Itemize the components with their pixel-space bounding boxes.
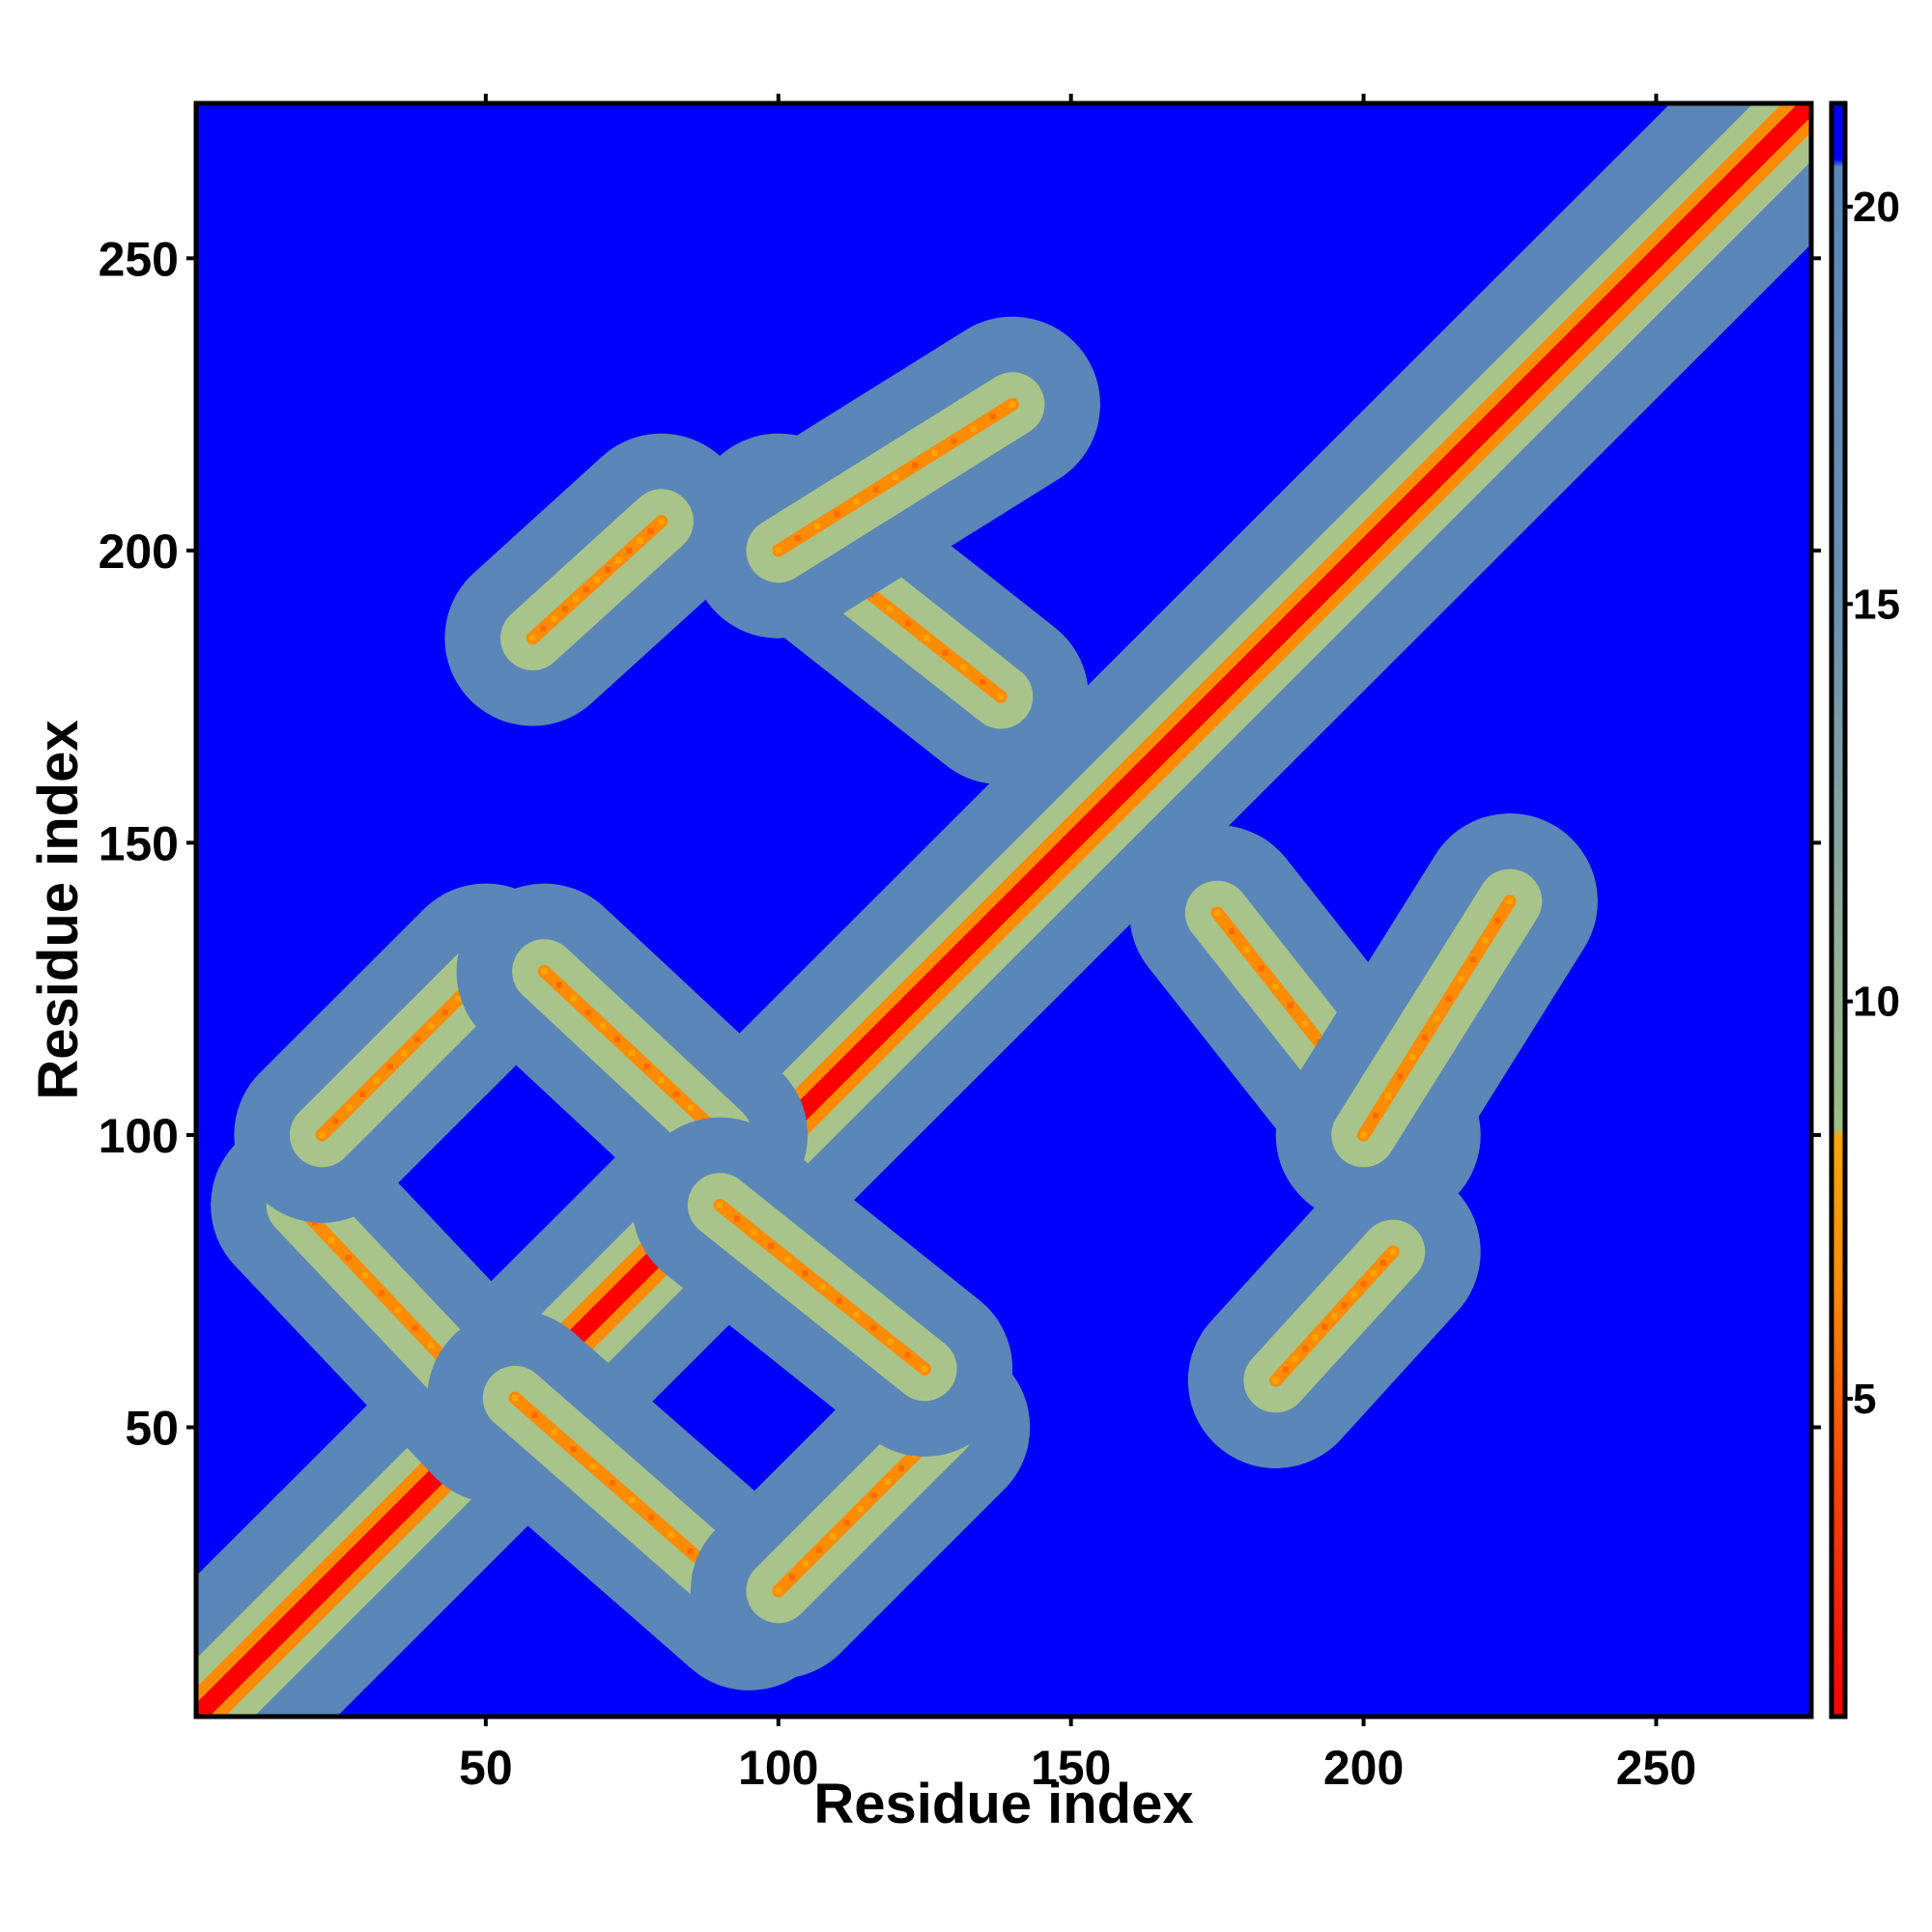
y-tick-label-3: 200	[99, 525, 179, 579]
contact-feature-6	[632, 1117, 1013, 1457]
x-tick-label-3: 200	[1323, 1741, 1404, 1795]
contact-feature-10	[1187, 1164, 1481, 1468]
colorbar-tick-label-0: 5	[1853, 1376, 1876, 1423]
colorbar-axis: 5 10 15 20	[1845, 184, 1900, 1423]
x-tick-label-4: 250	[1616, 1741, 1696, 1795]
contact-feature-9	[444, 433, 750, 726]
y-axis: 50 100 150 200 250	[99, 232, 1821, 1455]
colorbar-tick-label-3: 20	[1853, 184, 1900, 231]
x-tick-label-0: 50	[459, 1741, 513, 1795]
colorbar-tick-label-2: 15	[1853, 581, 1900, 628]
x-axis: 50 100 150 200 250	[459, 94, 1696, 1795]
heatmap-area	[196, 103, 1811, 1717]
y-tick-label-2: 150	[99, 816, 179, 870]
contact-feature-11	[690, 316, 1100, 639]
x-axis-label: Residue index	[813, 1773, 1193, 1835]
x-tick-label-2: 150	[1031, 1741, 1111, 1795]
y-tick-label-1: 100	[99, 1109, 179, 1163]
contact-feature-5	[456, 883, 809, 1223]
y-axis-label: Residue index	[27, 720, 90, 1099]
colorbar-tick-label-1: 10	[1853, 979, 1900, 1026]
plot-frame	[193, 100, 1814, 1719]
y-tick-label-4: 250	[99, 232, 179, 286]
contact-feature-3	[234, 883, 574, 1223]
y-tick-label-0: 50	[125, 1401, 179, 1455]
colorbar	[1829, 100, 1848, 1719]
x-tick-label-1: 100	[738, 1741, 818, 1795]
contact-feature-12	[1275, 813, 1598, 1223]
